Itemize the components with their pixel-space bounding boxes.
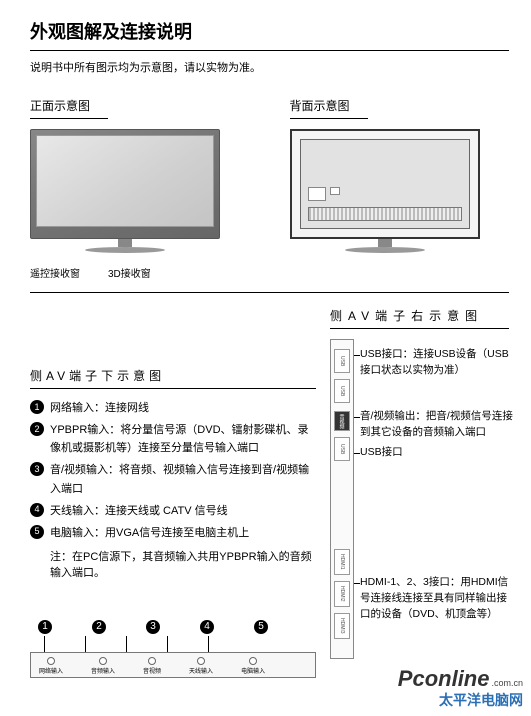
watermark-en: Pconline [398, 666, 490, 691]
list-marker: 4 [30, 503, 44, 517]
slot-av: 音视频 [334, 411, 350, 431]
watermark-cn: 太平洋电脑网 [398, 690, 523, 710]
list-marker: 5 [30, 525, 44, 539]
slot-hdmi: HDMI1 [334, 549, 350, 575]
diagram-num: 1 [38, 620, 52, 634]
slot-hdmi: HDMI2 [334, 581, 350, 607]
list-item: 2 YPBPR输入：将分量信号源（DVD、镭射影碟机、录像机或摄影机等）连接至分… [30, 421, 316, 457]
bottom-panel-label: 侧AV端子下示意图 [30, 367, 316, 384]
tv-back-diagram [290, 129, 480, 259]
list-text: YPBPR输入：将分量信号源（DVD、镭射影碟机、录像机或摄影机等）连接至分量信… [50, 421, 316, 457]
side-callout: HDMI-1、2、3接口：用HDMI信号连接线连接至具有同样输出接口的设备（DV… [360, 575, 515, 622]
lower-section: 侧AV端子下示意图 1 网络输入：连接网线 2 YPBPR输入：将分量信号源（D… [30, 307, 509, 700]
bottom-port-strip: 网络输入 音频输入 音视频 天线输入 电脑输入 [30, 652, 316, 678]
front-view-col: 正面示意图 遥控接收窗 3D接收窗 [30, 97, 250, 280]
list-text: 天线输入：连接天线或 CATV 信号线 [50, 502, 316, 520]
tv-front-diagram [30, 129, 220, 259]
bottom-panel-diagram: 1 2 3 4 5 网络输入 音频输入 音视频 天线输入 电脑输入 [30, 620, 316, 700]
front-view-underline [30, 118, 108, 119]
front-bottom-labels: 遥控接收窗 3D接收窗 [30, 265, 250, 280]
bottom-panel-note: 注：在PC信源下，其音频输入共用YPBPR输入的音频输入端口。 [30, 548, 316, 580]
mid-divider [30, 292, 509, 293]
list-text: 网络输入：连接网线 [50, 399, 316, 417]
title-rule [30, 50, 509, 51]
slot-usb: USB [334, 437, 350, 461]
back-view-underline [290, 118, 368, 119]
list-text: 电脑输入：用VGA信号连接至电脑主机上 [50, 524, 316, 542]
slot-usb: USB [334, 379, 350, 403]
side-callout: 音/视频输出：把音/视频信号连接到其它设备的音频输入端口 [360, 409, 515, 441]
page-title: 外观图解及连接说明 [30, 18, 509, 44]
list-text: 音/视频输入：将音频、视频输入信号连接到音/视频输入端口 [50, 461, 316, 497]
list-item: 4 天线输入：连接天线或 CATV 信号线 [30, 502, 316, 520]
views-row: 正面示意图 遥控接收窗 3D接收窗 背面示意图 [30, 97, 509, 280]
page-subtitle: 说明书中所有图示均为示意图，请以实物为准。 [30, 59, 509, 75]
threed-window-label: 3D接收窗 [108, 265, 151, 280]
watermark-domain: .com.cn [491, 678, 523, 688]
list-marker: 3 [30, 462, 44, 476]
list-item: 1 网络输入：连接网线 [30, 399, 316, 417]
list-marker: 2 [30, 422, 44, 436]
remote-window-label: 遥控接收窗 [30, 265, 80, 280]
back-view-label: 背面示意图 [290, 97, 510, 114]
slot-hdmi: HDMI3 [334, 613, 350, 639]
side-panel-diagram: USB USB 音视频 USB HDMI1 HDMI2 HDMI3 USB接口：… [330, 339, 509, 659]
bottom-panel-list: 1 网络输入：连接网线 2 YPBPR输入：将分量信号源（DVD、镭射影碟机、录… [30, 399, 316, 542]
slot-usb: USB [334, 349, 350, 373]
list-marker: 1 [30, 400, 44, 414]
list-item: 5 电脑输入：用VGA信号连接至电脑主机上 [30, 524, 316, 542]
front-view-label: 正面示意图 [30, 97, 250, 114]
diagram-num: 5 [254, 620, 268, 634]
back-view-col: 背面示意图 [290, 97, 510, 280]
diagram-num: 2 [92, 620, 106, 634]
list-item: 3 音/视频输入：将音频、视频输入信号连接到音/视频输入端口 [30, 461, 316, 497]
side-panel-underline [330, 328, 509, 329]
watermark: Pconline.com.cn 太平洋电脑网 [398, 666, 523, 710]
side-panel-label: 侧AV端子右示意图 [330, 307, 509, 324]
side-callout: USB接口：连接USB设备（USB接口状态以实物为准） [360, 347, 515, 379]
side-callout: USB接口 [360, 445, 515, 461]
diagram-num: 4 [200, 620, 214, 634]
diagram-num: 3 [146, 620, 160, 634]
bottom-panel-underline [30, 388, 316, 389]
